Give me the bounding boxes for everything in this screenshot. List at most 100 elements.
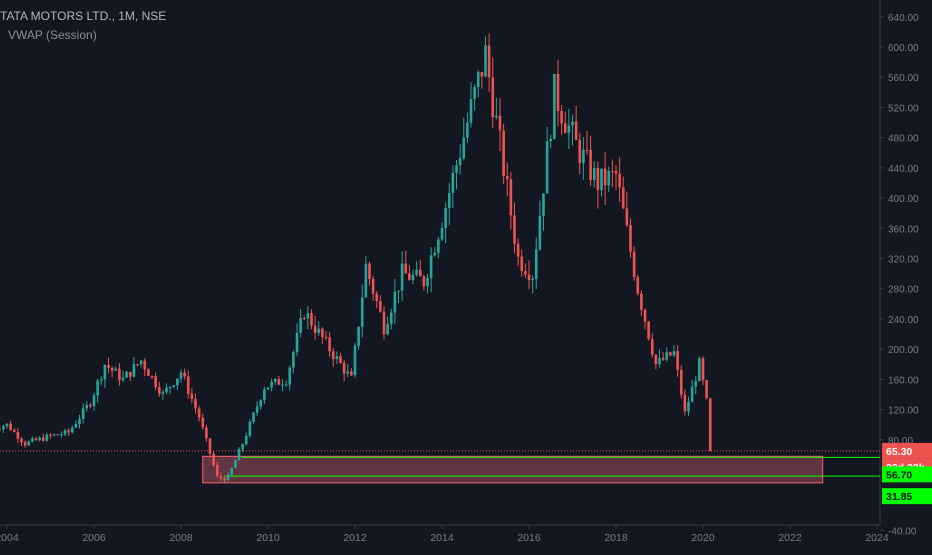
candle-body	[248, 421, 252, 436]
candle-body	[270, 381, 273, 388]
candle-body	[429, 255, 433, 278]
candle-down	[382, 306, 386, 340]
candle-up	[444, 202, 447, 244]
price-tick-label: 360.00	[888, 224, 919, 235]
candle-body	[393, 291, 397, 313]
candle-up	[360, 284, 364, 338]
candle-up	[176, 378, 179, 391]
candle-body	[226, 474, 230, 481]
candle-body	[212, 453, 215, 466]
candle-up	[244, 432, 248, 446]
candle-body	[458, 157, 462, 166]
candle-body	[215, 465, 219, 477]
candle-down	[578, 132, 582, 175]
candle-body	[186, 376, 190, 394]
price-tick-label: 520.00	[888, 103, 919, 114]
price-tick-label: 320.00	[888, 255, 919, 266]
candle-body	[176, 378, 179, 386]
price-tick-label: 120.00	[888, 406, 919, 417]
candle-up	[698, 356, 701, 382]
candle-up	[63, 428, 67, 437]
candle-body	[524, 271, 527, 275]
candle-body	[708, 398, 712, 451]
candle-body	[310, 313, 313, 326]
candle-body	[360, 297, 364, 327]
candle-down	[110, 366, 114, 378]
candle-body	[542, 193, 545, 216]
candle-body	[110, 367, 114, 371]
candle-down	[143, 358, 147, 377]
candle-up	[317, 321, 321, 336]
candle-down	[197, 405, 201, 422]
candle-up	[393, 279, 397, 324]
time-tick-label: 2018	[604, 532, 628, 544]
candle-up	[99, 376, 103, 386]
candle-body	[411, 274, 415, 280]
candle-up	[440, 222, 444, 242]
candle-body	[125, 371, 128, 378]
candle-body	[650, 338, 654, 355]
candle-up	[592, 161, 596, 188]
candle-up	[476, 70, 480, 98]
candle-body	[183, 372, 186, 377]
last-price-label: 65.30	[886, 446, 912, 458]
candle-body	[513, 215, 516, 244]
candle-down	[683, 389, 687, 416]
candle-up	[415, 261, 418, 277]
candle-down	[603, 151, 607, 206]
candle-down	[128, 371, 132, 381]
candle-up	[531, 275, 534, 294]
candle-down	[302, 315, 306, 321]
price-tick-label: -40.00	[888, 526, 917, 537]
candle-body	[386, 324, 389, 335]
candle-down	[154, 372, 157, 391]
candle-body	[679, 369, 683, 395]
candle-body	[5, 423, 9, 427]
candle-down	[629, 218, 632, 258]
candle-up	[364, 255, 368, 298]
candle-down	[418, 259, 422, 277]
candle-down	[215, 461, 219, 479]
candle-body	[92, 395, 96, 407]
candle-up	[567, 108, 571, 150]
candle-body	[389, 312, 393, 325]
candle-up	[295, 323, 299, 357]
candle-body	[415, 269, 418, 275]
candle-down	[41, 433, 45, 442]
candle-body	[397, 290, 400, 292]
indicator-legend[interactable]: VWAP (Session)	[8, 28, 97, 42]
candle-body	[603, 168, 607, 186]
price-tick-label: 200.00	[888, 345, 919, 356]
candle-down	[321, 327, 324, 345]
candle-body	[281, 384, 284, 386]
candle-body	[99, 379, 103, 381]
price-tick-label: 440.00	[888, 164, 919, 175]
time-tick-label: 2024	[865, 532, 889, 544]
candle-body	[41, 437, 45, 441]
candle-body	[694, 381, 698, 387]
candle-body	[81, 408, 85, 419]
symbol-legend[interactable]: TATA MOTORS LTD., 1M, NSE	[0, 9, 167, 23]
candles-group	[0, 33, 712, 483]
candle-body	[56, 434, 60, 436]
candle-body	[12, 430, 16, 432]
candle-body	[426, 277, 429, 287]
candle-down	[12, 428, 16, 433]
price-tick-label: 480.00	[888, 134, 919, 145]
candle-up	[292, 350, 295, 374]
candle-body	[545, 141, 549, 194]
candle-body	[520, 256, 524, 272]
candle-body	[466, 122, 469, 138]
candle-body	[469, 99, 473, 123]
candle-body	[38, 437, 41, 441]
candle-body	[574, 121, 578, 140]
price-tick-label: 280.00	[888, 285, 919, 296]
candle-down	[502, 123, 505, 185]
candle-body	[509, 179, 513, 216]
candle-down	[487, 33, 491, 92]
candle-up	[469, 81, 473, 128]
level-upper-label: 56.70	[886, 469, 912, 481]
candle-up	[429, 247, 433, 293]
